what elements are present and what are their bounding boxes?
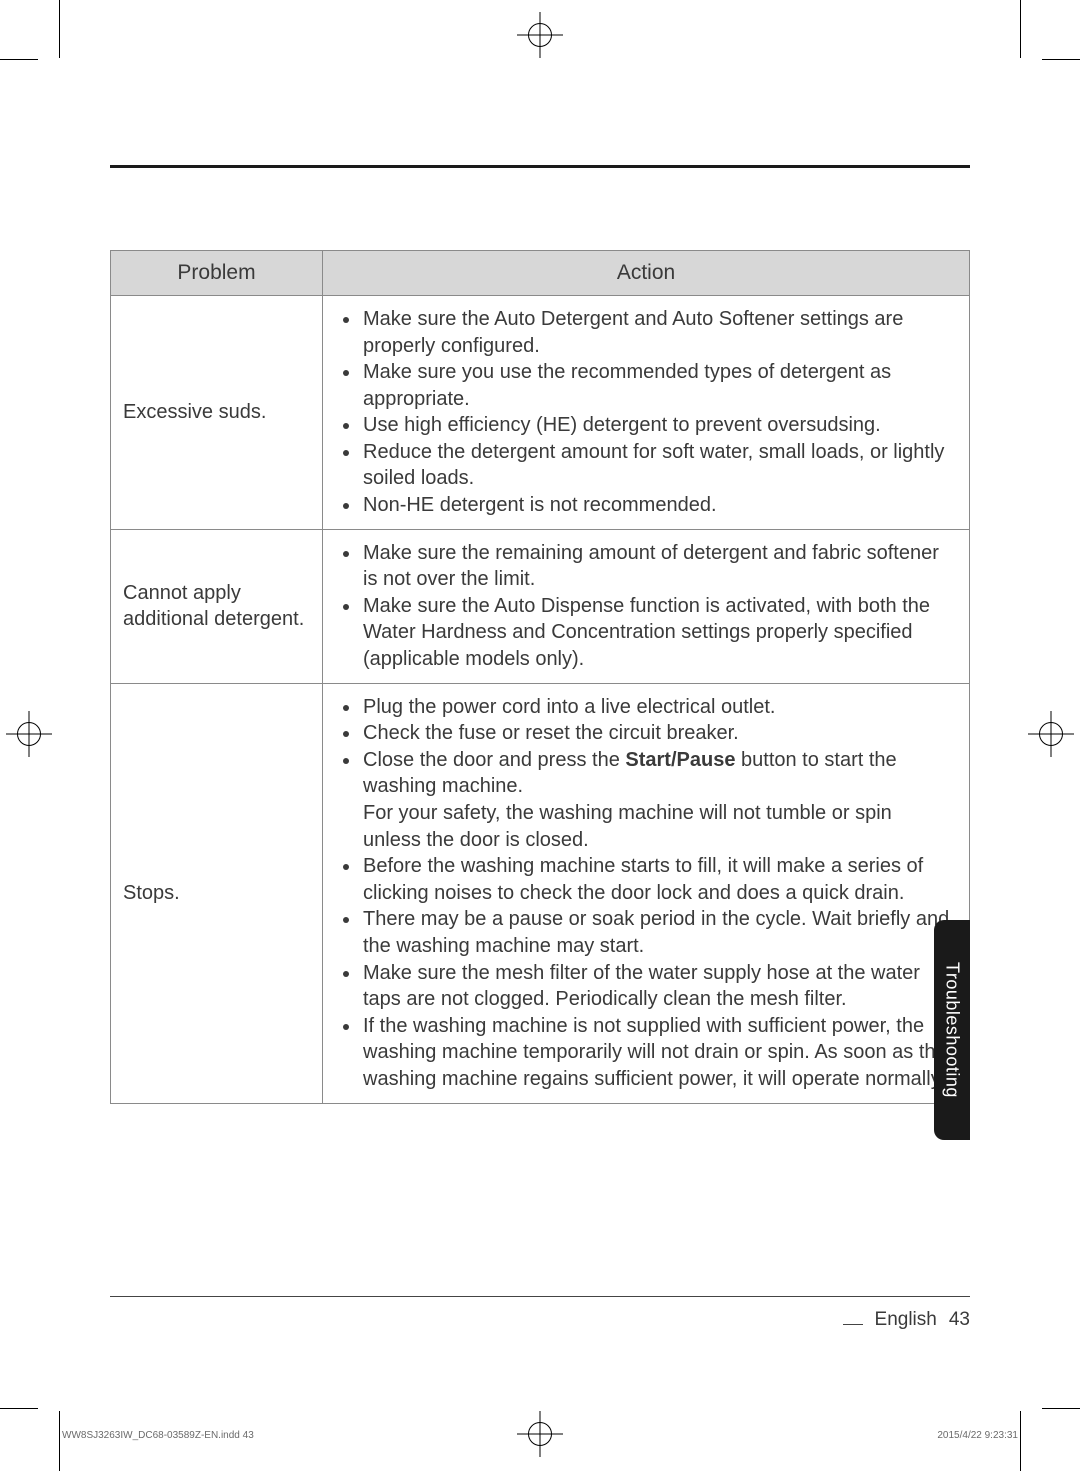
registration-mark bbox=[517, 12, 563, 58]
registration-mark bbox=[1028, 711, 1074, 757]
page-trim: Problem Action Excessive suds. Make sure … bbox=[60, 60, 1020, 1409]
table-row: Excessive suds. Make sure the Auto Deterg… bbox=[111, 295, 970, 529]
section-tab-label: Troubleshooting bbox=[942, 962, 963, 1098]
problem-cell: Stops. bbox=[111, 683, 323, 1103]
action-item: Make sure the mesh filter of the water s… bbox=[361, 960, 955, 1013]
crop-mark bbox=[1020, 1411, 1021, 1471]
table-row: Stops. Plug the power cord into a live el… bbox=[111, 683, 970, 1103]
crop-mark bbox=[1042, 59, 1080, 60]
table-row: Cannot apply additional detergent. Make s… bbox=[111, 529, 970, 683]
section-tab: Troubleshooting bbox=[934, 920, 970, 1140]
footer-dash bbox=[843, 1324, 863, 1325]
action-item: Close the door and press the Start/Pause… bbox=[361, 747, 955, 853]
bold-term: Start/Pause bbox=[625, 749, 735, 771]
content-area: Problem Action Excessive suds. Make sure … bbox=[110, 165, 970, 1104]
footer-rule bbox=[110, 1296, 970, 1297]
action-item: Make sure the remaining amount of deterg… bbox=[361, 540, 955, 593]
action-item: Use high efficiency (HE) detergent to pr… bbox=[361, 412, 955, 439]
action-cell: Make sure the remaining amount of deterg… bbox=[323, 529, 970, 683]
action-list: Make sure the Auto Detergent and Auto So… bbox=[331, 306, 955, 519]
action-subtext: For your safety, the washing machine wil… bbox=[363, 800, 955, 853]
action-list: Plug the power cord into a live electric… bbox=[331, 694, 955, 1093]
action-item: Make sure the Auto Detergent and Auto So… bbox=[361, 306, 955, 359]
action-item: Reduce the detergent amount for soft wat… bbox=[361, 439, 955, 492]
action-item: Plug the power cord into a live electric… bbox=[361, 694, 955, 721]
crop-mark bbox=[0, 1408, 38, 1409]
action-item: Before the washing machine starts to fil… bbox=[361, 853, 955, 906]
footer: English 43 bbox=[110, 1296, 970, 1331]
action-cell: Plug the power cord into a live electric… bbox=[323, 683, 970, 1103]
problem-cell: Excessive suds. bbox=[111, 295, 323, 529]
action-item: Non-HE detergent is not recommended. bbox=[361, 492, 955, 519]
registration-mark bbox=[517, 1411, 563, 1457]
crop-mark bbox=[0, 59, 38, 60]
crop-mark bbox=[1042, 1408, 1080, 1409]
action-item: If the washing machine is not supplied w… bbox=[361, 1013, 955, 1093]
action-item: Make sure you use the recommended types … bbox=[361, 359, 955, 412]
print-slug-right: 2015/4/22 9:23:31 bbox=[937, 1430, 1018, 1441]
crop-mark bbox=[59, 1411, 60, 1471]
table-header-row: Problem Action bbox=[111, 251, 970, 296]
action-item: Check the fuse or reset the circuit brea… bbox=[361, 720, 955, 747]
crop-mark bbox=[59, 0, 60, 58]
col-header-problem: Problem bbox=[111, 251, 323, 296]
action-item: There may be a pause or soak period in t… bbox=[361, 906, 955, 959]
action-cell: Make sure the Auto Detergent and Auto So… bbox=[323, 295, 970, 529]
crop-mark bbox=[1020, 0, 1021, 58]
troubleshooting-table: Problem Action Excessive suds. Make sure … bbox=[110, 250, 970, 1104]
footer-language: English bbox=[875, 1309, 937, 1331]
action-item: Make sure the Auto Dispense function is … bbox=[361, 593, 955, 673]
footer-page-number: 43 bbox=[949, 1309, 970, 1331]
col-header-action: Action bbox=[323, 251, 970, 296]
top-rule bbox=[110, 165, 970, 168]
action-list: Make sure the remaining amount of deterg… bbox=[331, 540, 955, 673]
problem-cell: Cannot apply additional detergent. bbox=[111, 529, 323, 683]
registration-mark bbox=[6, 711, 52, 757]
print-slug-left: WW8SJ3263IW_DC68-03589Z-EN.indd 43 bbox=[62, 1430, 254, 1441]
